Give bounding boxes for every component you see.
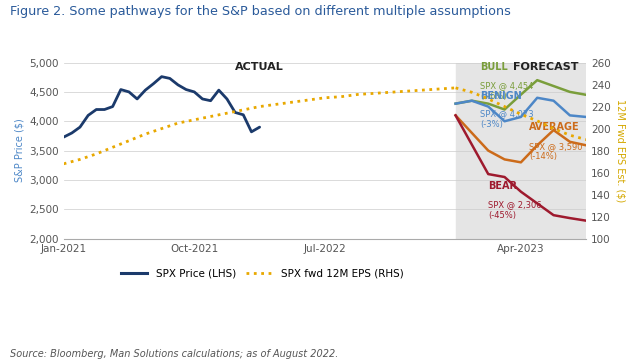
Y-axis label: 12M Fwd EPS Est. ($): 12M Fwd EPS Est. ($) bbox=[615, 99, 625, 202]
Text: BENIGN: BENIGN bbox=[480, 91, 522, 101]
Text: Source: Bloomberg, Man Solutions calculations; as of August 2022.: Source: Bloomberg, Man Solutions calcula… bbox=[10, 349, 338, 359]
Legend: SPX Price (LHS), SPX fwd 12M EPS (RHS): SPX Price (LHS), SPX fwd 12M EPS (RHS) bbox=[117, 264, 408, 283]
Text: ACTUAL: ACTUAL bbox=[236, 62, 284, 72]
Text: SPX @ 3,590
(-14%): SPX @ 3,590 (-14%) bbox=[529, 142, 582, 161]
Text: BEAR: BEAR bbox=[488, 180, 517, 191]
Text: SPX @ 4,073
(-3%): SPX @ 4,073 (-3%) bbox=[480, 110, 534, 129]
Text: BULL: BULL bbox=[480, 62, 508, 72]
Text: AVERAGE: AVERAGE bbox=[529, 122, 580, 132]
Text: SPX @ 2,306
(-45%): SPX @ 2,306 (-45%) bbox=[488, 200, 542, 220]
Text: SPX @ 4,454
(+6%): SPX @ 4,454 (+6%) bbox=[480, 81, 534, 101]
Text: Figure 2. Some pathways for the S&P based on different multiple assumptions: Figure 2. Some pathways for the S&P base… bbox=[10, 5, 511, 19]
Y-axis label: S&P Price ($): S&P Price ($) bbox=[15, 119, 25, 183]
Text: FORECAST: FORECAST bbox=[513, 62, 578, 72]
Bar bbox=[456, 62, 586, 238]
